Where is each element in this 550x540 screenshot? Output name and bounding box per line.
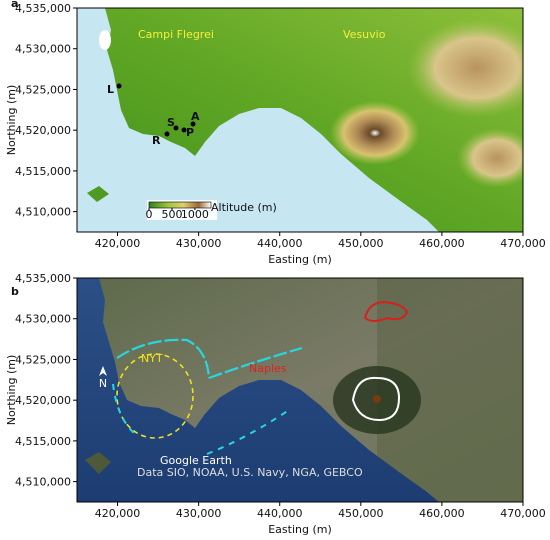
north-arrow <box>99 366 107 376</box>
colorbar-tick-label: 500 <box>161 208 182 221</box>
panel-label: b <box>11 285 19 298</box>
panel-a: L R S P A Campi Flegrei Vesuvio 0 5001000… <box>5 0 546 266</box>
site-label: L <box>107 83 114 96</box>
crater <box>373 395 381 403</box>
site-marker <box>181 127 187 133</box>
x-tick-label: 470,000 <box>500 507 546 520</box>
y-tick-label: 4,525,000 <box>15 353 71 366</box>
y-tick-label: 4,510,000 <box>15 476 71 489</box>
y-tick-label: 4,535,000 <box>15 2 71 15</box>
x-tick-label: 420,000 <box>95 507 141 520</box>
x-tick-label: 430,000 <box>176 507 222 520</box>
panel-b: NYT Naples N Google Earth Data SIO, NOAA… <box>5 272 546 536</box>
site-marker <box>190 121 196 127</box>
red-outline <box>363 300 409 322</box>
sea <box>77 278 439 502</box>
y-tick-label: 4,530,000 <box>15 313 71 326</box>
colorbar-tick-label: 1000 <box>181 208 209 221</box>
x-tick-label: 430,000 <box>176 237 222 250</box>
site-marker <box>116 83 122 89</box>
site-marker <box>164 131 170 137</box>
place-label: Vesuvio <box>343 28 386 41</box>
site-marker <box>173 125 179 131</box>
x-axis-label: Easting (m) <box>268 523 332 536</box>
y-tick-label: 4,535,000 <box>15 272 71 285</box>
y-tick-label: 4,515,000 <box>15 165 71 178</box>
y-tick-label: 4,520,000 <box>15 124 71 137</box>
north-label: N <box>99 377 107 390</box>
y-tick-label: 4,530,000 <box>15 43 71 56</box>
island <box>87 186 109 202</box>
nyt-rim <box>116 353 194 439</box>
y-tick-label: 4,515,000 <box>15 435 71 448</box>
x-tick-label: 440,000 <box>257 237 303 250</box>
x-tick-label: 460,000 <box>419 507 465 520</box>
y-axis-label: Northing (m) <box>5 85 18 156</box>
vesuvio-relief <box>330 101 420 165</box>
site-label: A <box>191 110 200 123</box>
vesuvio-outline <box>351 376 401 422</box>
y-axis-label: Northing (m) <box>5 355 18 426</box>
sea <box>77 8 439 232</box>
y-tick-label: 4,510,000 <box>15 206 71 219</box>
island <box>85 452 111 474</box>
site-label: P <box>186 126 194 139</box>
site-label: S <box>167 116 175 129</box>
x-tick-label: 450,000 <box>338 507 384 520</box>
y-tick-label: 4,525,000 <box>15 83 71 96</box>
x-tick-label: 450,000 <box>338 237 384 250</box>
place-label: Naples <box>249 362 287 375</box>
fault-line <box>116 338 303 380</box>
frame <box>76 277 524 503</box>
site-label: R <box>152 134 161 147</box>
credits: Data SIO, NOAA, U.S. Navy, NGA, GEBCO <box>137 466 363 479</box>
lake <box>99 30 111 50</box>
frame <box>76 7 524 233</box>
map-b: NYT Naples N Google Earth Data SIO, NOAA… <box>77 278 523 502</box>
watermark: Google Earth <box>160 454 232 467</box>
fault-line <box>112 383 290 455</box>
colorbar-tick-label: 0 <box>146 208 153 221</box>
x-tick-label: 460,000 <box>419 237 465 250</box>
mountains <box>457 128 523 188</box>
colorbar-bar <box>148 201 212 209</box>
y-tick-label: 4,520,000 <box>15 394 71 407</box>
x-tick-label: 440,000 <box>257 507 303 520</box>
place-label: NYT <box>141 352 163 365</box>
place-label: Campi Flegrei <box>138 28 214 41</box>
x-tick-label: 470,000 <box>500 237 546 250</box>
colorbar-title: Altitude (m) <box>211 201 277 214</box>
x-axis-label: Easting (m) <box>268 253 332 266</box>
panel-label: a <box>11 0 18 10</box>
x-tick-label: 420,000 <box>95 237 141 250</box>
mountains <box>407 18 523 118</box>
